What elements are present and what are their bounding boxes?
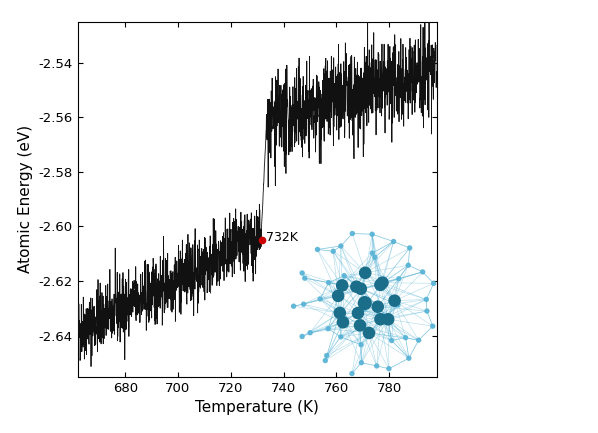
Circle shape [370,251,374,255]
Circle shape [397,277,401,281]
Circle shape [350,232,355,236]
Circle shape [339,244,343,248]
Circle shape [375,279,386,291]
Circle shape [337,280,348,291]
Circle shape [351,281,362,292]
Circle shape [417,338,420,342]
Circle shape [300,271,304,275]
X-axis label: Temperature (K): Temperature (K) [195,400,319,415]
Circle shape [342,274,346,278]
Circle shape [327,281,331,284]
Circle shape [350,372,354,375]
Circle shape [407,356,411,360]
Y-axis label: Atomic Energy (eV): Atomic Energy (eV) [18,125,33,273]
Circle shape [431,324,435,328]
Circle shape [303,276,307,280]
Circle shape [324,359,327,362]
Circle shape [375,313,386,325]
Circle shape [373,255,377,259]
Circle shape [352,307,364,319]
Circle shape [364,327,374,339]
Circle shape [308,331,312,335]
Circle shape [432,281,435,285]
Circle shape [355,320,365,331]
Circle shape [387,367,391,371]
Circle shape [406,263,410,267]
Circle shape [383,314,393,325]
Circle shape [420,270,425,274]
Circle shape [326,326,330,331]
Circle shape [358,297,371,310]
Circle shape [396,303,400,307]
Circle shape [316,248,319,252]
Circle shape [361,308,364,312]
Circle shape [339,335,343,339]
Circle shape [390,339,393,343]
Circle shape [392,239,395,243]
Circle shape [359,267,371,278]
Circle shape [360,288,364,291]
Circle shape [334,307,346,319]
Circle shape [425,309,429,313]
Circle shape [370,232,374,236]
Circle shape [301,302,306,306]
Circle shape [359,343,363,347]
Circle shape [372,301,383,312]
Circle shape [375,364,379,368]
Circle shape [404,336,408,339]
Circle shape [332,290,344,301]
Circle shape [425,297,428,301]
Circle shape [292,304,295,308]
Circle shape [385,314,389,318]
Circle shape [408,246,411,250]
Circle shape [300,334,304,339]
Circle shape [355,283,367,294]
Text: 732K: 732K [266,231,298,244]
Circle shape [389,295,400,306]
Circle shape [318,297,322,301]
Circle shape [325,354,329,358]
Circle shape [377,277,388,288]
Circle shape [337,317,349,328]
Circle shape [331,249,335,253]
Circle shape [359,361,364,365]
